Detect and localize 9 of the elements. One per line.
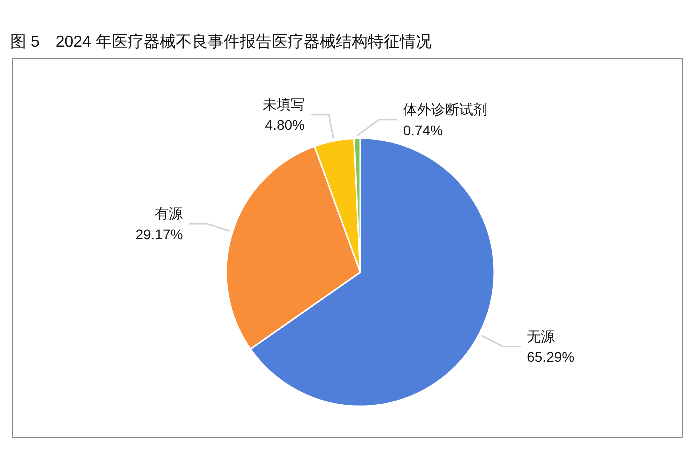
data-label: 4.80% — [265, 117, 305, 134]
slice-label: 未填写 — [262, 96, 305, 112]
data-label: 29.17% — [136, 226, 184, 242]
chart-title: 图 5 2024 年医疗器械不良事件报告医疗器械结构特征情况 — [10, 33, 432, 51]
slice-label: 无源 — [527, 328, 556, 344]
slice-label: 有源 — [155, 206, 184, 222]
data-label: 65.29% — [527, 349, 575, 366]
data-label: 0.74% — [403, 122, 444, 138]
slice-label: 体外诊断试剂 — [403, 101, 488, 118]
